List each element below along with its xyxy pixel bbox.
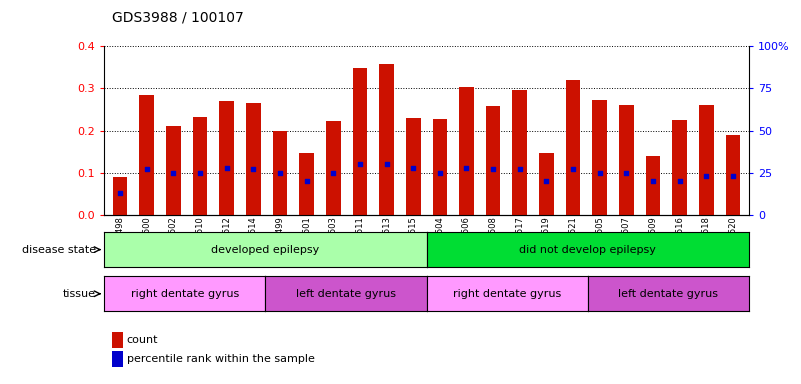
Text: tissue: tissue bbox=[63, 289, 96, 299]
Text: percentile rank within the sample: percentile rank within the sample bbox=[127, 354, 315, 364]
Bar bbox=[113, 177, 127, 215]
Point bbox=[646, 178, 659, 184]
Point bbox=[487, 166, 500, 172]
Bar bbox=[326, 121, 340, 215]
Point bbox=[594, 170, 606, 176]
Point bbox=[114, 190, 127, 196]
Point bbox=[167, 170, 179, 176]
Text: did not develop epilepsy: did not develop epilepsy bbox=[519, 245, 656, 255]
Bar bbox=[593, 100, 607, 215]
Bar bbox=[246, 103, 260, 215]
Bar bbox=[433, 119, 447, 215]
Text: disease state: disease state bbox=[22, 245, 96, 255]
Text: count: count bbox=[127, 335, 158, 345]
Bar bbox=[619, 105, 634, 215]
Point bbox=[700, 173, 713, 179]
Bar bbox=[166, 126, 181, 215]
Point bbox=[460, 165, 473, 171]
Point bbox=[380, 161, 393, 167]
Point bbox=[540, 178, 553, 184]
Bar bbox=[699, 105, 714, 215]
Bar bbox=[459, 88, 474, 215]
Point bbox=[674, 178, 686, 184]
Point bbox=[566, 166, 579, 172]
Point bbox=[327, 170, 340, 176]
Text: developed epilepsy: developed epilepsy bbox=[211, 245, 320, 255]
Bar bbox=[272, 131, 288, 215]
Text: left dentate gyrus: left dentate gyrus bbox=[296, 289, 396, 299]
Point bbox=[220, 165, 233, 171]
Bar bbox=[379, 64, 394, 215]
Bar bbox=[193, 117, 207, 215]
Bar bbox=[406, 118, 421, 215]
Point bbox=[727, 173, 739, 179]
Bar bbox=[646, 156, 660, 215]
Bar bbox=[566, 80, 581, 215]
Point bbox=[433, 170, 446, 176]
Text: left dentate gyrus: left dentate gyrus bbox=[618, 289, 718, 299]
Bar bbox=[139, 95, 154, 215]
Bar bbox=[300, 152, 314, 215]
Bar bbox=[539, 152, 553, 215]
Point bbox=[300, 178, 313, 184]
Bar bbox=[672, 121, 687, 215]
Point bbox=[620, 170, 633, 176]
Point bbox=[140, 166, 153, 172]
Bar bbox=[486, 106, 501, 215]
Text: GDS3988 / 100107: GDS3988 / 100107 bbox=[112, 11, 244, 25]
Point bbox=[407, 165, 420, 171]
Bar bbox=[726, 135, 740, 215]
Bar bbox=[513, 91, 527, 215]
Point bbox=[353, 161, 366, 167]
Point bbox=[513, 166, 526, 172]
Point bbox=[274, 170, 287, 176]
Text: right dentate gyrus: right dentate gyrus bbox=[131, 289, 239, 299]
Point bbox=[247, 166, 260, 172]
Text: right dentate gyrus: right dentate gyrus bbox=[453, 289, 562, 299]
Point bbox=[194, 170, 207, 176]
Bar bbox=[352, 68, 367, 215]
Bar bbox=[219, 101, 234, 215]
